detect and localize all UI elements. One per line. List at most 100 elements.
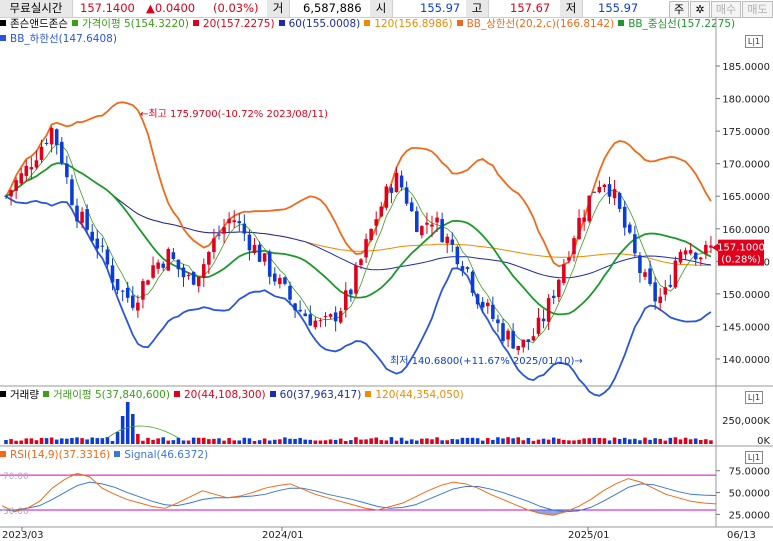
open-label: 시 [370, 0, 393, 17]
legend-text: BB_하한선(147.6408) [10, 33, 117, 45]
volume-bar [237, 440, 242, 444]
candle-body [146, 280, 150, 285]
candle-body [105, 249, 110, 265]
candle-body [602, 184, 607, 188]
volume-bar [186, 440, 191, 444]
high-label: 고 [466, 0, 489, 17]
volume-bar [668, 437, 673, 444]
volume-bar [602, 438, 607, 444]
volume-bar [440, 440, 444, 444]
legend-swatch [0, 20, 6, 26]
volume-bar [567, 440, 571, 444]
candle-body [693, 252, 698, 260]
low-label: 저 [560, 0, 583, 17]
volume-bar [70, 437, 74, 444]
volume-bar [501, 438, 505, 444]
legend-item: 거래량 [0, 389, 39, 401]
volume-bar [313, 440, 318, 444]
candle-body [186, 275, 191, 277]
legend-text: BB_상한선(20,2,c)(166.8142) [466, 18, 615, 30]
candle-body [237, 221, 242, 224]
volume-bar [496, 437, 500, 444]
rsi-legend: RSI(14,9)(37.3316) Signal(46.6372) [0, 448, 212, 463]
candle-body [369, 229, 373, 241]
volume-bar [617, 438, 622, 444]
candle-body [704, 244, 708, 255]
volume-bar [551, 437, 556, 444]
x-tick-label: 06/13 [727, 530, 756, 541]
volume-bar [592, 437, 597, 444]
candle-body [303, 313, 307, 317]
candle-body [653, 282, 657, 302]
candle-body [131, 295, 135, 308]
volume-bar [131, 414, 135, 444]
volume-bar [247, 438, 252, 444]
pane-control-volume[interactable]: L|1 [745, 391, 763, 404]
candle-body [541, 318, 546, 322]
current-price-pct: (0.28%) [721, 255, 761, 266]
pane-control-price[interactable]: L|1 [745, 35, 763, 48]
volume-bar [318, 440, 323, 444]
volume-bar [678, 439, 683, 444]
candle-body [125, 287, 130, 298]
volume-bars [4, 402, 713, 444]
high-annotation: ←최고 175.9700(-10.72% 2023/08/11) [140, 108, 328, 120]
candle-body [470, 271, 475, 293]
candle-body [379, 206, 384, 217]
candle-body [181, 267, 186, 278]
candle-body [699, 257, 703, 260]
candle-body [359, 259, 363, 265]
candle-body [344, 290, 348, 311]
candle-body [151, 265, 155, 278]
candle-body [587, 195, 591, 222]
volume-bar [202, 437, 206, 444]
legend-item: 존슨앤드존슨 [0, 18, 68, 30]
volume-bar [344, 440, 348, 444]
volume-bar [354, 437, 358, 444]
buy-button[interactable]: 매수 [711, 1, 741, 18]
candle-body [643, 272, 647, 277]
volume-bar [222, 440, 226, 444]
volume-bar [394, 440, 399, 444]
volume-bar [349, 440, 353, 444]
x-tick-label: 2025/01 [568, 530, 610, 541]
candle-body [612, 189, 617, 199]
legend-item: 120(44,354,050) [365, 389, 464, 401]
candle-body [389, 187, 394, 193]
volume-bar [506, 437, 510, 444]
volume-bar [699, 439, 703, 444]
legend-item: RSI(14,9)(37.3316) [0, 449, 110, 461]
candle-body [323, 316, 328, 318]
candle-body [648, 268, 652, 284]
legend-item: 거래이평 5(37,840,600) [42, 389, 170, 401]
candle-body [638, 255, 642, 273]
settings-button[interactable]: ✲ [690, 1, 710, 18]
candle-body [278, 277, 282, 285]
candle-body [9, 190, 13, 197]
open-value: 155.97 [420, 1, 461, 15]
legend-swatch [42, 391, 49, 397]
volume-tick-label: 0K [757, 436, 770, 447]
current-price-arrow [712, 243, 718, 252]
realtime-label: 무료실시간 [0, 0, 73, 17]
y-tick-label: 185.0000 [722, 62, 770, 73]
price-legend: 존슨앤드존슨 가격이평 5(154.3220) 20(157.2275) 60(155… [0, 17, 739, 32]
volume-bar [273, 439, 277, 444]
volume-bar [156, 438, 160, 444]
legend-item: BB_중심선(157.2275) [618, 18, 735, 30]
candle-body [60, 141, 64, 163]
volume-bar [80, 438, 84, 444]
volume-bar [161, 437, 165, 444]
candle-body [607, 184, 612, 197]
candle-body [136, 302, 140, 311]
sell-button[interactable]: 매도 [742, 1, 773, 18]
volume-bar [541, 438, 546, 444]
volume-bar [278, 439, 282, 444]
pane-control-rsi[interactable]: L|1 [745, 451, 763, 464]
volume-bar [328, 439, 333, 444]
volume-bar [409, 439, 414, 444]
candle-body [404, 187, 409, 204]
candle-body [673, 260, 678, 288]
candle-body [333, 312, 338, 322]
main-button[interactable]: 주 [669, 1, 689, 18]
